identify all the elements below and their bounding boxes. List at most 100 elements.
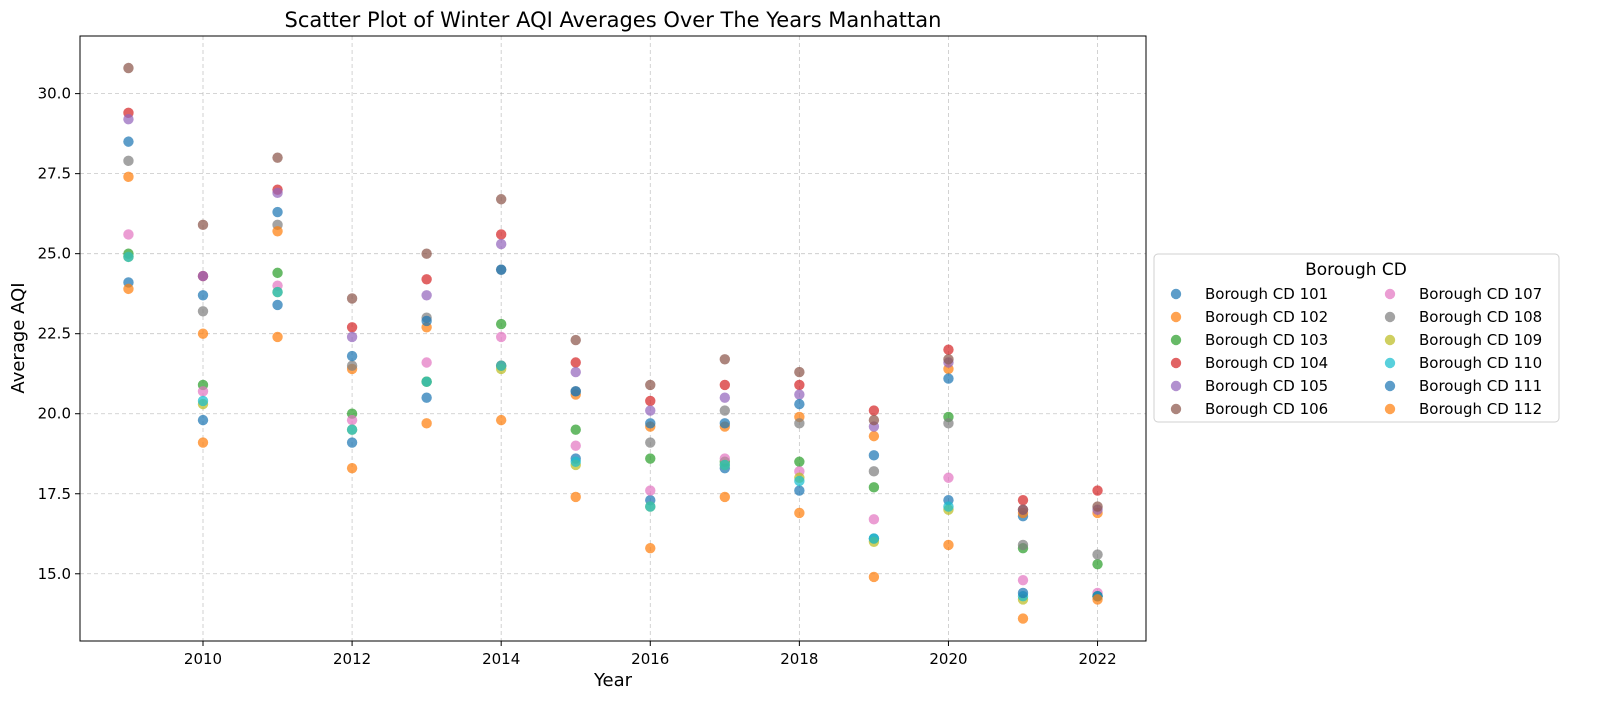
legend-marker (1384, 380, 1396, 392)
data-point (346, 437, 358, 448)
data-point (123, 251, 134, 263)
legend-marker (1384, 403, 1396, 415)
legend-label: Borough CD 112 (1419, 400, 1542, 418)
data-point (1017, 539, 1029, 551)
data-point (421, 357, 432, 368)
legend-marker (1170, 380, 1182, 392)
data-point (123, 114, 134, 125)
data-point (197, 414, 209, 426)
data-point (272, 206, 283, 218)
data-point (943, 539, 954, 551)
data-point (868, 514, 880, 525)
data-point (1092, 549, 1103, 560)
data-point (421, 248, 432, 259)
data-point (943, 373, 954, 384)
data-point (495, 414, 507, 426)
data-point (197, 306, 209, 317)
data-point (123, 136, 134, 147)
data-point (123, 283, 134, 295)
data-point (645, 379, 656, 391)
x-tick-label: 2018 (780, 650, 818, 668)
points-layer (123, 62, 1103, 624)
data-point (272, 152, 283, 163)
x-tick-label: 2020 (929, 650, 967, 668)
data-point (123, 171, 134, 183)
legend-marker (1170, 403, 1182, 415)
data-point (495, 238, 507, 250)
y-tick-label: 15.0 (38, 565, 71, 583)
data-point (794, 507, 805, 519)
data-point (272, 299, 283, 311)
data-point (645, 501, 656, 512)
data-point (943, 472, 954, 483)
data-point (346, 322, 358, 333)
data-point (346, 424, 358, 435)
legend-label: Borough CD 103 (1205, 331, 1328, 349)
data-point (794, 366, 805, 378)
legend-marker (1384, 357, 1396, 369)
data-point (794, 475, 805, 487)
data-point (1017, 494, 1029, 506)
data-point (570, 366, 581, 378)
data-point (421, 290, 432, 301)
data-point (719, 392, 731, 403)
y-tick-label: 27.5 (38, 165, 71, 183)
data-point (197, 328, 209, 339)
data-point (645, 405, 656, 416)
legend-marker (1170, 288, 1182, 300)
legend-marker (1384, 334, 1396, 346)
legend-label: Borough CD 104 (1205, 354, 1328, 372)
grid-layer (80, 36, 1146, 641)
data-point (421, 418, 432, 429)
data-point (1092, 594, 1103, 605)
data-point (645, 542, 656, 554)
data-point (272, 226, 283, 237)
legend-label: Borough CD 111 (1419, 377, 1542, 395)
legend-marker (1170, 334, 1182, 346)
data-point (495, 194, 507, 205)
data-point (346, 462, 358, 474)
data-point (272, 331, 283, 343)
data-point (197, 386, 209, 397)
y-axis-ticks: 15.0 17.5 20.0 22.5 25.0 27.5 30.0 (38, 85, 80, 583)
x-tick-label: 2010 (184, 650, 222, 668)
data-point (570, 357, 581, 368)
legend-label: Borough CD 102 (1205, 308, 1328, 326)
x-axis-ticks: 2010 2012 2014 2016 2018 2020 2022 (184, 641, 1117, 668)
x-tick-label: 2022 (1078, 650, 1116, 668)
data-point (570, 334, 581, 346)
data-point (272, 286, 283, 298)
data-point (868, 466, 880, 477)
data-point (1092, 558, 1103, 570)
data-point (1017, 613, 1029, 624)
data-point (719, 379, 731, 391)
data-point (421, 274, 432, 285)
data-point (570, 386, 581, 397)
data-point (123, 155, 134, 167)
data-point (645, 453, 656, 464)
data-point (943, 344, 954, 355)
data-point (943, 354, 954, 365)
data-point (868, 414, 880, 426)
data-point (346, 414, 358, 426)
y-axis-label: Average AQI (8, 282, 29, 393)
data-point (794, 418, 805, 429)
data-point (1017, 587, 1029, 599)
data-point (645, 437, 656, 448)
data-point (123, 229, 134, 240)
data-point (346, 350, 358, 362)
data-point (645, 418, 656, 429)
data-point (943, 418, 954, 429)
plot-area-frame (79, 35, 1147, 642)
data-point (346, 293, 358, 304)
legend-label: Borough CD 101 (1205, 285, 1328, 303)
data-point (719, 418, 731, 429)
data-point (421, 315, 432, 327)
data-point (421, 376, 432, 387)
data-point (197, 270, 209, 282)
data-point (943, 501, 954, 512)
x-tick-label: 2012 (333, 650, 371, 668)
data-point (868, 405, 880, 416)
